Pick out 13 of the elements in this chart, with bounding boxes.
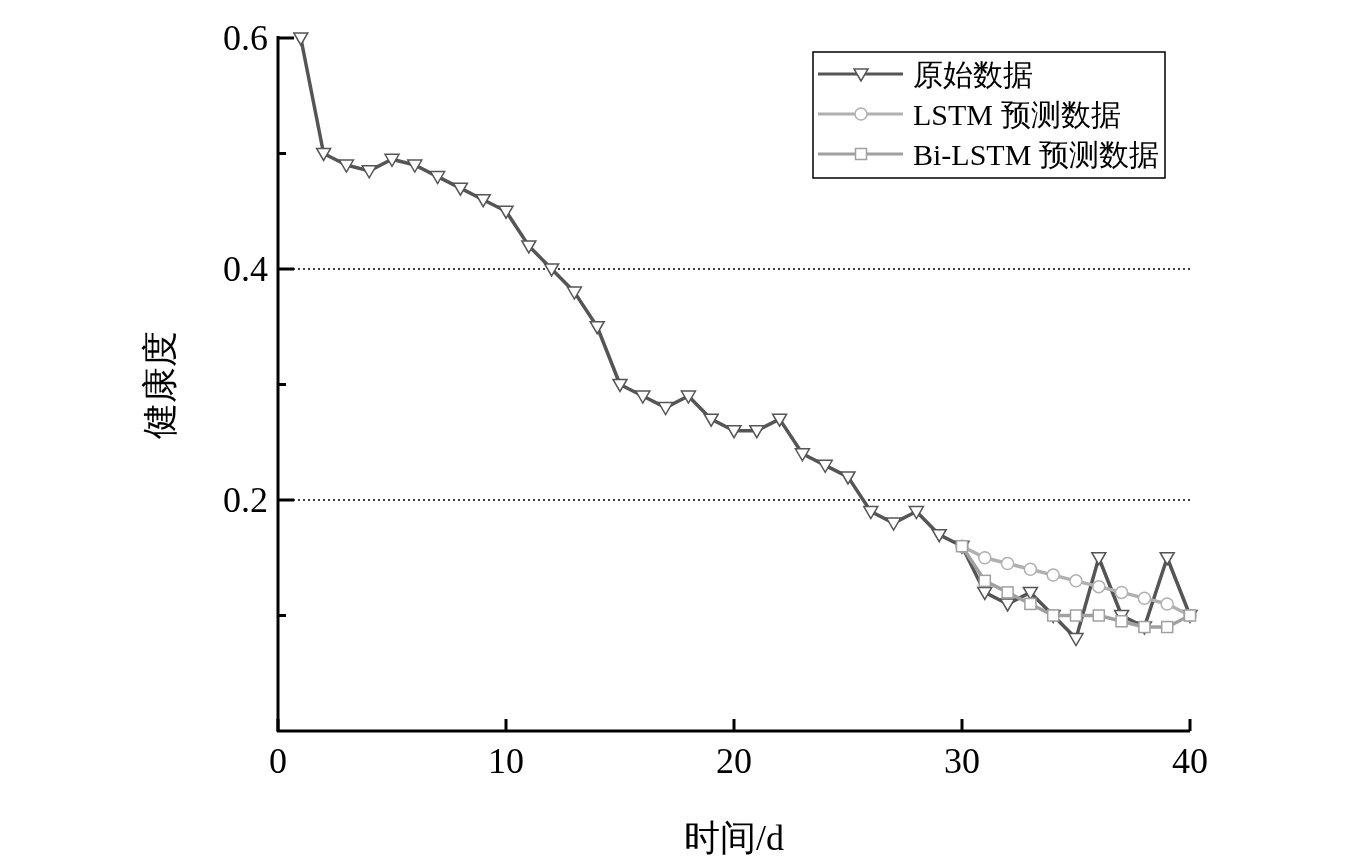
y-axis-title: 健康度 [140, 330, 180, 439]
x-tick-label: 20 [716, 741, 752, 781]
legend-label: LSTM 预测数据 [913, 98, 1121, 131]
legend-label: Bi-LSTM 预测数据 [913, 138, 1159, 171]
y-tick-label: 0.4 [223, 249, 268, 289]
y-tick-label: 0.6 [223, 18, 268, 58]
y-tick-label: 0.2 [223, 480, 268, 520]
x-tick-label: 40 [1172, 741, 1208, 781]
x-tick-label: 30 [944, 741, 980, 781]
x-tick-label: 0 [269, 741, 287, 781]
x-axis-title: 时间/d [683, 818, 785, 858]
x-tick-label: 10 [488, 741, 524, 781]
legend-label: 原始数据 [913, 58, 1033, 91]
